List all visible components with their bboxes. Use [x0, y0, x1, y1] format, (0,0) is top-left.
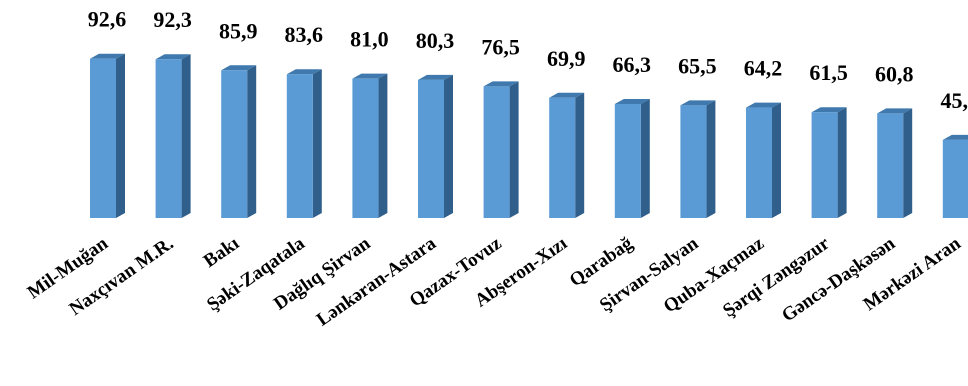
bar-2 [155, 54, 191, 218]
category-label-3: Bakı [200, 233, 243, 272]
bar-top-8 [549, 92, 585, 98]
bar-side-13 [903, 108, 913, 218]
bar-front-5 [352, 78, 379, 219]
bar-side-1 [116, 53, 125, 219]
bar-5 [352, 73, 388, 219]
bar-side-8 [575, 92, 585, 218]
value-label-3: 85,9 [219, 18, 258, 43]
bar-top-10 [680, 100, 716, 106]
bar-top-12 [811, 107, 847, 113]
bar-front-2 [155, 59, 182, 218]
bar-top-2 [155, 54, 191, 60]
bar-front-14 [942, 139, 968, 218]
bar-top-1 [90, 53, 125, 59]
bar-top-9 [614, 98, 650, 104]
bar-front-7 [483, 86, 510, 218]
bar-6 [418, 74, 453, 218]
bar-top-5 [352, 73, 388, 79]
value-label-6: 80,3 [416, 28, 455, 53]
category-label-6: Lənkəran-Astara [313, 233, 440, 331]
bars-layer [90, 53, 968, 219]
bar-side-6 [444, 74, 453, 218]
bar-4 [286, 69, 322, 218]
bar-12 [811, 107, 847, 218]
bar-13 [877, 108, 913, 218]
bar-top-11 [746, 102, 781, 108]
value-label-9: 66,3 [613, 52, 652, 77]
bar-front-13 [877, 113, 904, 218]
bar-side-12 [837, 107, 847, 218]
value-label-11: 64,2 [744, 56, 783, 81]
value-label-8: 69,9 [547, 46, 586, 71]
bar-11 [746, 102, 781, 218]
bar-top-7 [483, 81, 519, 87]
bar-front-6 [418, 79, 444, 218]
bar-7 [483, 81, 519, 218]
value-label-12: 61,5 [809, 60, 848, 85]
bar-side-5 [378, 73, 388, 219]
bar-9 [614, 98, 650, 218]
bar-front-3 [221, 70, 248, 218]
bar-14 [942, 134, 968, 218]
value-label-7: 76,5 [481, 34, 520, 59]
bar-side-4 [312, 69, 322, 218]
bar-side-3 [247, 65, 257, 218]
value-label-1: 92,6 [88, 7, 127, 32]
bar-side-11 [772, 102, 781, 218]
value-label-10: 65,5 [678, 53, 717, 78]
bar-side-10 [706, 100, 716, 218]
bar-top-6 [418, 74, 453, 80]
bar-top-4 [286, 69, 322, 75]
value-label-14: 45,4 [941, 88, 968, 113]
bar-10 [680, 100, 716, 218]
bar-side-2 [181, 54, 191, 218]
bar-3 [221, 65, 257, 218]
bar-front-12 [811, 112, 838, 218]
bar-top-14 [942, 134, 968, 140]
bar-front-1 [90, 58, 116, 219]
category-label-13: Gəncə-Daşkəsən [778, 233, 899, 327]
bar-front-9 [614, 103, 641, 218]
bar-side-9 [640, 98, 650, 218]
value-label-5: 81,0 [350, 27, 389, 52]
value-labels-layer: 92,6 92,3 85,9 83,6 81,0 80,3 76,5 69,9 66,3 65,5… [88, 7, 968, 113]
bar-front-8 [549, 97, 576, 218]
value-label-4: 83,6 [285, 22, 324, 47]
bar-top-13 [877, 108, 913, 114]
bar-top-3 [221, 65, 257, 71]
value-label-13: 60,8 [875, 61, 914, 86]
value-label-2: 92,3 [153, 7, 192, 32]
bar-front-10 [680, 105, 707, 218]
bar-8 [549, 92, 585, 218]
bar-front-4 [286, 74, 313, 218]
bar-1 [90, 53, 125, 219]
bar-front-11 [746, 107, 772, 218]
bar-side-7 [509, 81, 519, 218]
